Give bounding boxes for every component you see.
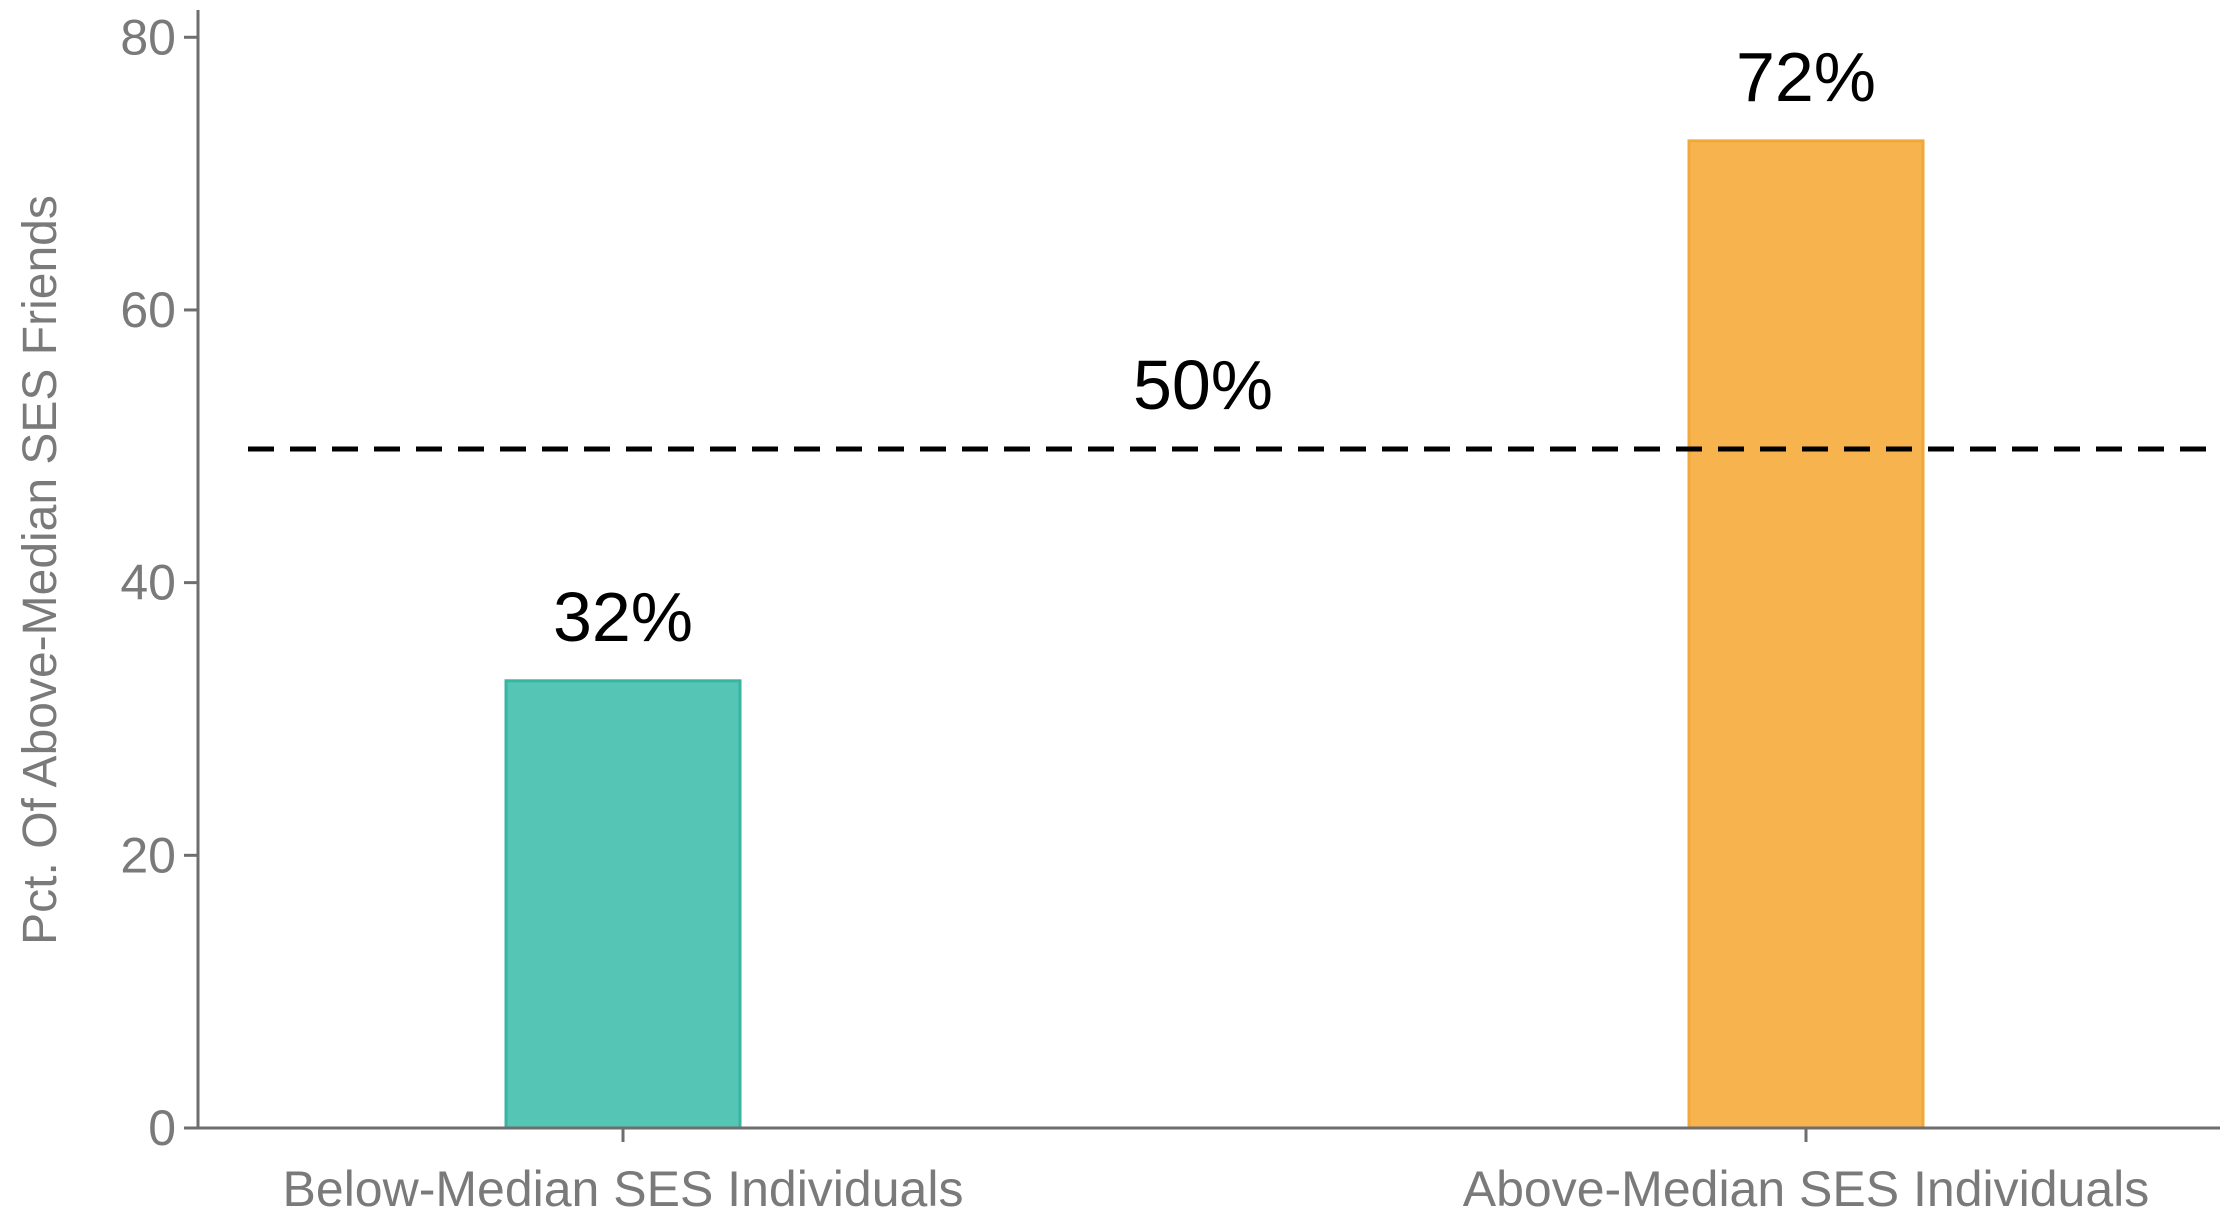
- bar: [504, 679, 742, 1130]
- y-tick-label: 20: [120, 827, 176, 883]
- bar: [1687, 139, 1925, 1130]
- y-tick-label: 40: [120, 555, 176, 611]
- bar-data-label: 32%: [553, 578, 693, 656]
- reference-line-label: 50%: [1133, 346, 1273, 424]
- bar-data-label: 72%: [1736, 38, 1876, 116]
- y-tick-label: 0: [148, 1100, 176, 1156]
- x-axis-ticks: Below-Median SES Individuals Above-Median…: [283, 1128, 2150, 1213]
- y-tick-label: 60: [120, 282, 176, 338]
- y-axis-ticks: 0 20 40 60 80: [120, 9, 198, 1156]
- reference-line-group: 50%: [248, 346, 2220, 452]
- bars: 32% 72%: [504, 38, 1925, 1130]
- x-tick-label: Below-Median SES Individuals: [283, 1161, 964, 1213]
- y-axis-title: Pct. Of Above-Median SES Friends: [14, 195, 67, 945]
- x-tick-label: Above-Median SES Individuals: [1463, 1161, 2150, 1213]
- y-tick-label: 80: [120, 9, 176, 65]
